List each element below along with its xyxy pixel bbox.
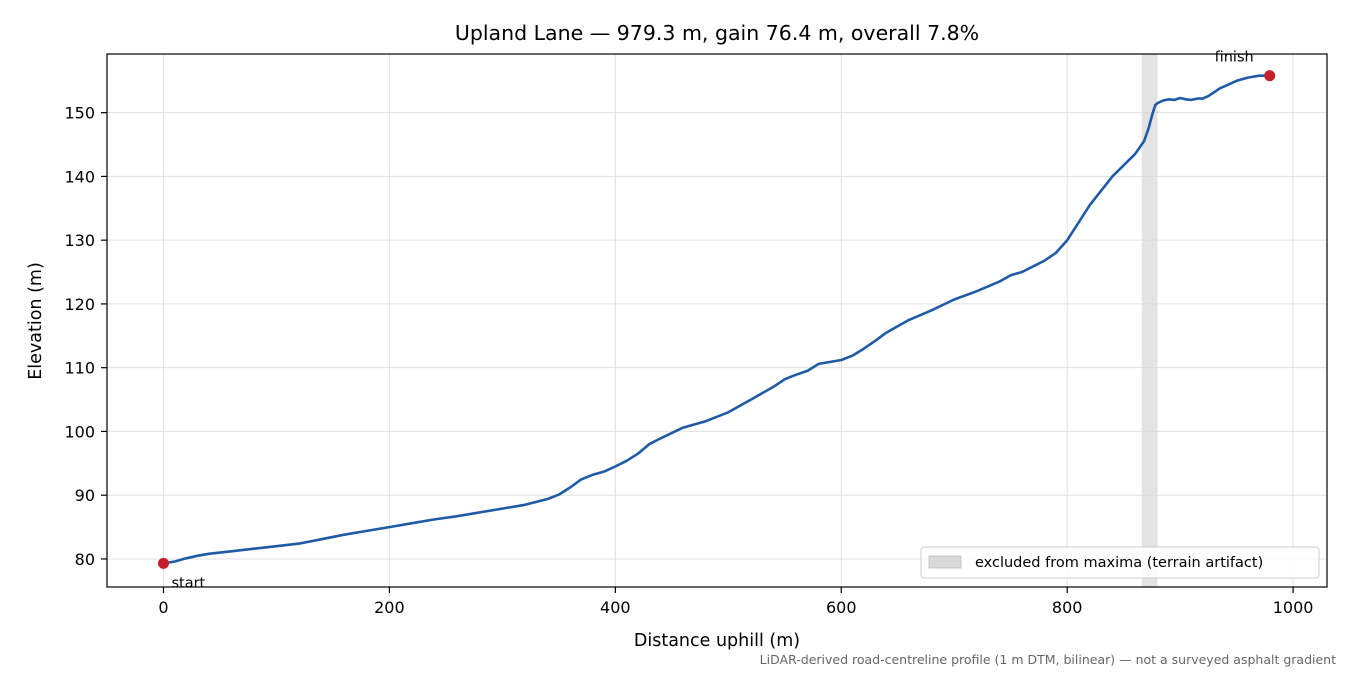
legend: excluded from maxima (terrain artifact) xyxy=(920,546,1320,579)
chart-title: Upland Lane — 979.3 m, gain 76.4 m, over… xyxy=(455,21,979,45)
excluded-band xyxy=(1141,54,1158,587)
series-group xyxy=(162,74,1271,565)
x-tick-label: 800 xyxy=(1052,598,1083,617)
legend-label-excluded: excluded from maxima (terrain artifact) xyxy=(975,555,1263,571)
marker-finish xyxy=(1264,70,1276,82)
x-tick-label: 600 xyxy=(826,598,857,617)
y-tick-label: 140 xyxy=(64,167,95,186)
x-axis-title: Distance uphill (m) xyxy=(634,631,800,651)
label-start: start xyxy=(171,575,205,591)
y-tick-label: 80 xyxy=(75,550,95,569)
x-tick-label: 200 xyxy=(374,598,405,617)
x-tick-label: 400 xyxy=(600,598,631,617)
footnote: LiDAR-derived road-centreline profile (1… xyxy=(760,652,1336,667)
x-tick-label: 1000 xyxy=(1273,598,1314,617)
x-axis-ticks: 0 200 400 600 800 1000 xyxy=(158,587,1313,617)
y-tick-label: 110 xyxy=(64,359,95,378)
y-tick-label: 120 xyxy=(64,295,95,314)
x-tick-label: 0 xyxy=(158,598,168,617)
y-axis-title: Elevation (m) xyxy=(26,262,46,380)
y-tick-label: 130 xyxy=(64,231,95,250)
legend-swatch-excluded xyxy=(928,555,962,569)
legend-frame xyxy=(920,546,1320,579)
marker-start xyxy=(157,557,169,569)
elevation-line xyxy=(162,74,1271,565)
y-tick-label: 150 xyxy=(64,104,95,123)
plot-frame xyxy=(106,53,1328,588)
excluded-band-group xyxy=(1141,54,1158,587)
y-tick-label: 90 xyxy=(75,486,95,505)
label-finish: finish xyxy=(1215,50,1254,66)
y-axis-ticks: 80 90 100 110 120 130 140 150 xyxy=(64,104,107,569)
y-tick-label: 100 xyxy=(64,422,95,441)
